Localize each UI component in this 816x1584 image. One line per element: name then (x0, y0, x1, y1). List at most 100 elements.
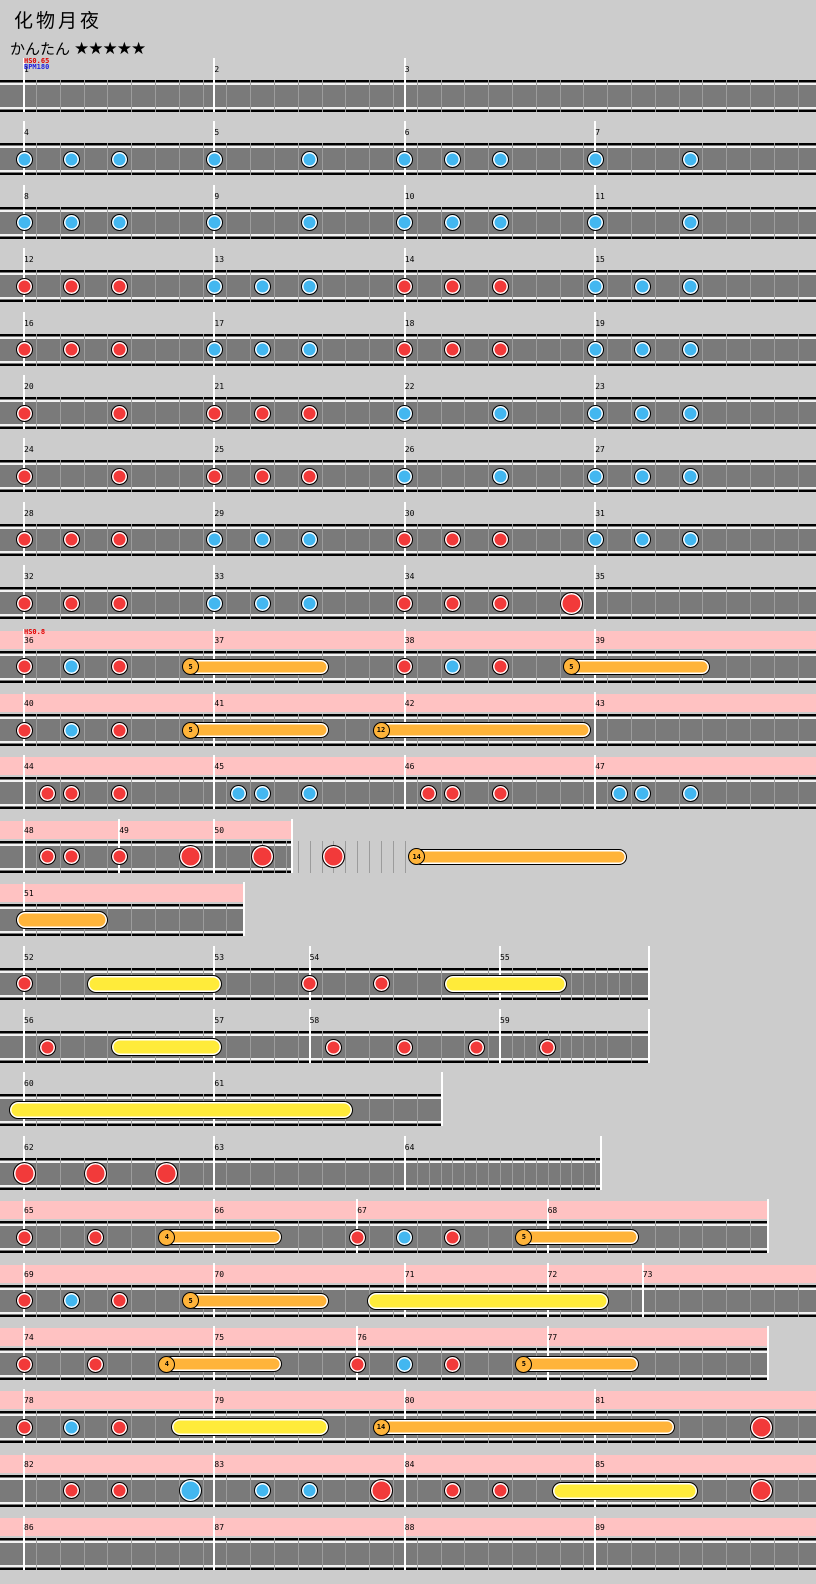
bar-line (403, 1389, 406, 1444)
beat-line (107, 1221, 109, 1254)
don-note (443, 277, 461, 295)
beat-line (511, 777, 513, 810)
beat-line (583, 523, 585, 556)
bar-line (213, 501, 216, 556)
beat-line (773, 397, 775, 429)
bar-number: 74 (24, 1333, 34, 1342)
beat-line (250, 333, 252, 366)
beat-line (583, 1031, 585, 1063)
bar-line (213, 1262, 216, 1317)
beat-line (749, 1538, 751, 1571)
beat-line (345, 1538, 347, 1571)
beat-line (345, 1157, 347, 1190)
beat-line (369, 587, 371, 620)
beat-line (702, 777, 704, 810)
beat-line (535, 270, 537, 303)
bar-number: 22 (404, 382, 415, 391)
beat-line (511, 143, 513, 176)
don-note (348, 1355, 366, 1373)
bar-number: 17 (214, 318, 225, 328)
beat-line (226, 206, 228, 239)
beat-line (226, 1538, 228, 1571)
beat-line (297, 1157, 299, 1190)
balloon-note: 5 (562, 658, 580, 676)
beat-line (559, 143, 561, 176)
don-note (110, 404, 128, 422)
beat-line (488, 650, 490, 683)
beat-line (523, 1157, 525, 1190)
beat-line (773, 1474, 775, 1507)
chart-row: 28 29 30 31 (0, 501, 816, 556)
beat-line (464, 1474, 466, 1507)
beat-line (416, 1094, 418, 1127)
beat-line (392, 1538, 394, 1571)
beat-line (773, 714, 775, 746)
ka-note (229, 784, 247, 802)
note-lane (0, 1348, 769, 1380)
bar-number: 28 (24, 508, 34, 518)
don-note (443, 341, 461, 359)
beat-line (392, 333, 394, 366)
beat-line (154, 650, 156, 683)
don-note (348, 1228, 366, 1246)
ka-note (301, 1482, 319, 1500)
beat-line (749, 270, 751, 303)
beat-line (273, 1031, 275, 1063)
beat-line (131, 333, 133, 366)
beat-line (630, 714, 632, 746)
beat-line (797, 80, 799, 112)
beat-line (488, 1157, 490, 1190)
chart-row: 16 17 18 19 (0, 311, 816, 366)
ka-note (253, 594, 271, 612)
chart-row: 52 53 54 55 (0, 945, 816, 1000)
beat-line (321, 80, 323, 112)
beat-line (797, 1411, 799, 1444)
beat-line (607, 587, 609, 620)
beat-line (678, 206, 680, 239)
beat-line (678, 1538, 680, 1571)
beat-line (535, 1474, 537, 1507)
beat-line (226, 1157, 228, 1190)
beat-line (416, 397, 418, 429)
don-note (110, 277, 128, 295)
beat-line (226, 460, 228, 493)
bar-line (213, 375, 216, 429)
beat-line (797, 1284, 799, 1317)
bar-line (546, 1262, 549, 1317)
bar-number: 41 (214, 699, 225, 708)
bar-number: 26 (404, 445, 415, 455)
beat-line (345, 1031, 347, 1063)
bar-line (403, 1135, 406, 1190)
beat-line (607, 967, 609, 1000)
chart-row: 69 70 71 72 73 5 (0, 1262, 816, 1317)
beat-line (392, 1094, 394, 1127)
beat-line (654, 714, 656, 746)
bar-line (594, 628, 597, 683)
beat-line (59, 80, 61, 112)
bar-line (403, 1452, 406, 1507)
beat-line (488, 1031, 490, 1063)
beat-line (369, 397, 371, 429)
beat-line (678, 777, 680, 810)
beat-line (178, 270, 180, 303)
bar-number: 86 (24, 1523, 34, 1533)
beat-line (654, 80, 656, 112)
beat-line (488, 460, 490, 493)
beat-line (797, 333, 799, 366)
chart-row: 56 57 58 59 (0, 1009, 816, 1063)
beat-line (35, 967, 37, 1000)
beat-line (392, 777, 394, 810)
beat-line (607, 1031, 609, 1063)
bar-number: 30 (404, 508, 415, 518)
beat-line (35, 270, 37, 303)
beat-line (178, 333, 180, 366)
bar-number: 75 (214, 1333, 225, 1342)
bar-line (594, 692, 597, 746)
beat-line (250, 1157, 252, 1190)
bar-number: 25 (214, 445, 225, 455)
don-note-big (83, 1162, 107, 1186)
beat-line (392, 650, 394, 683)
beat-line (678, 80, 680, 112)
bar-line (213, 1389, 216, 1444)
ka-note (634, 341, 652, 359)
